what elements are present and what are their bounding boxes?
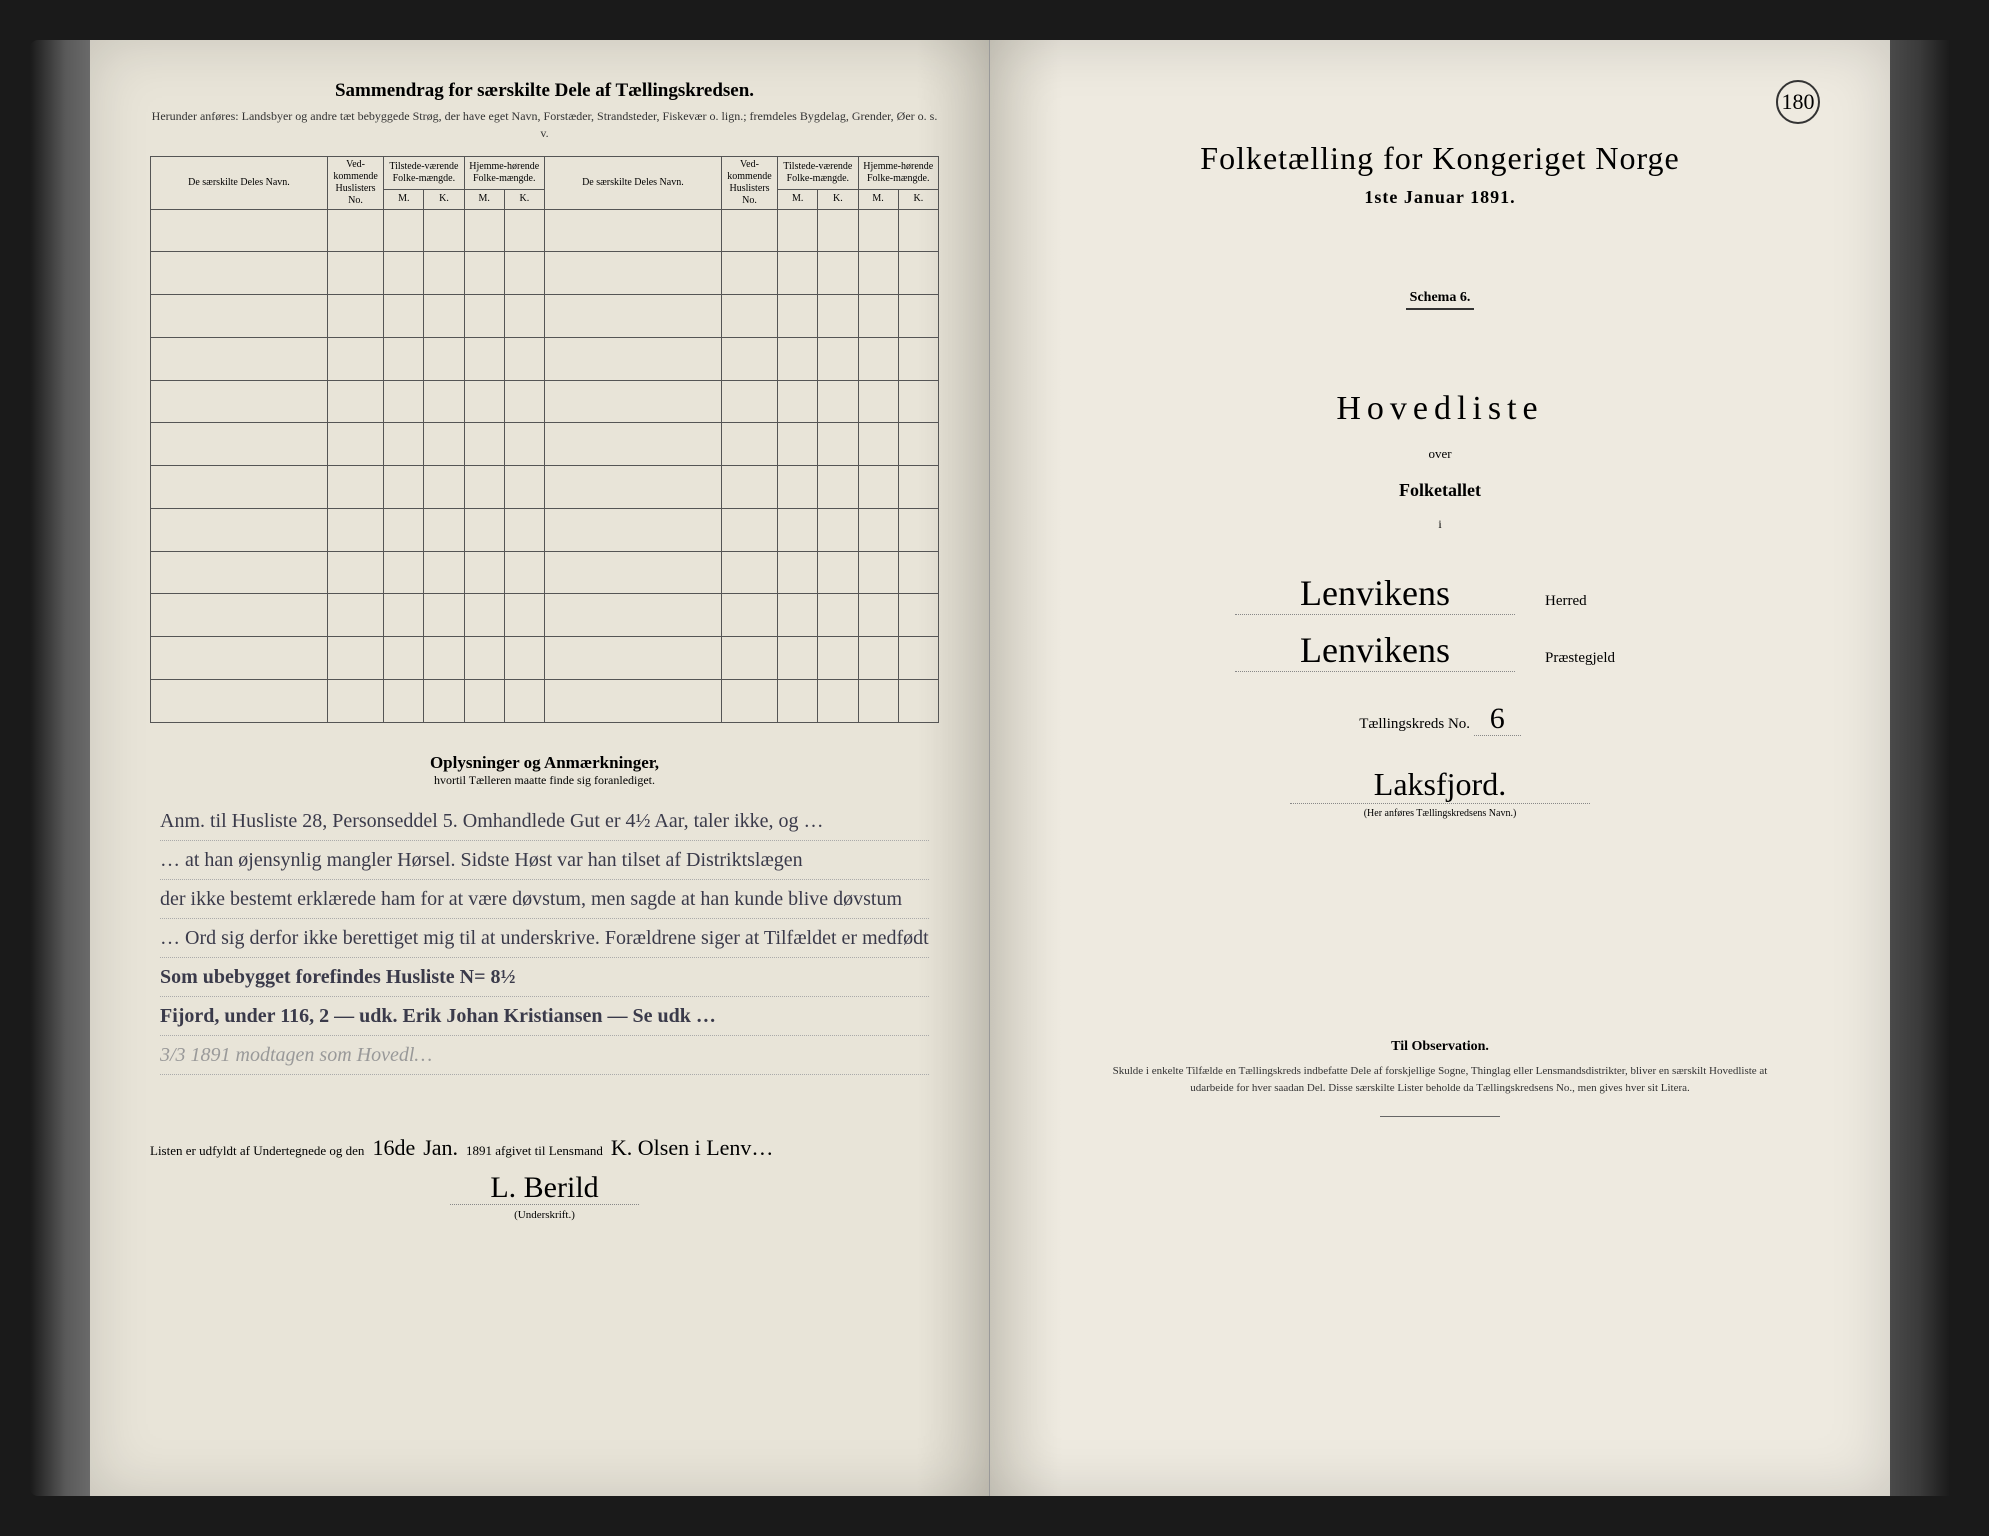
left-page-title: Sammendrag for særskilte Dele af Tælling… bbox=[150, 80, 939, 102]
table-row bbox=[151, 637, 939, 680]
kreds-name: Laksfjord. bbox=[1290, 766, 1590, 804]
observation-rule bbox=[1380, 1116, 1500, 1117]
handwritten-notes: Anm. til Husliste 28, Personseddel 5. Om… bbox=[150, 802, 939, 1075]
table-row bbox=[151, 380, 939, 423]
sig-month: Jan. bbox=[423, 1135, 458, 1161]
table-row bbox=[151, 551, 939, 594]
census-date: 1ste Januar 1891. bbox=[1060, 187, 1820, 208]
mk-k: K. bbox=[818, 190, 858, 210]
col-tilstede-2: Tilstede-værende Folke-mængde. bbox=[778, 156, 858, 189]
right-page: 180 Folketælling for Kongeriget Norge 1s… bbox=[990, 40, 1890, 1496]
schema-label: Schema 6. bbox=[1406, 290, 1475, 310]
handwritten-line: Fijord, under 116, 2 — udk. Erik Johan K… bbox=[160, 997, 929, 1036]
mk-k: K. bbox=[504, 190, 544, 210]
title-page-content: Folketælling for Kongeriget Norge 1ste J… bbox=[1060, 100, 1820, 1117]
handwritten-line: … at han øjensynlig mangler Hørsel. Sids… bbox=[160, 841, 929, 880]
sig-day: 16de bbox=[372, 1135, 415, 1161]
table-row bbox=[151, 209, 939, 252]
over-label: over bbox=[1060, 446, 1820, 462]
mk-m: M. bbox=[858, 190, 898, 210]
herred-value: Lenvikens bbox=[1235, 572, 1515, 615]
col-tilstede: Tilstede-værende Folke-mængde. bbox=[384, 156, 464, 189]
mk-m: M. bbox=[464, 190, 504, 210]
table-row bbox=[151, 295, 939, 338]
observation-text: Skulde i enkelte Tilfælde en Tællingskre… bbox=[1060, 1063, 1820, 1096]
praestegjeld-row: Lenvikens Præstegjeld bbox=[1060, 629, 1820, 672]
kreds-caption: (Her anføres Tællingskredsens Navn.) bbox=[1060, 808, 1820, 819]
hovedliste-title: Hovedliste bbox=[1060, 390, 1820, 428]
table-row bbox=[151, 594, 939, 637]
census-main-title: Folketælling for Kongeriget Norge bbox=[1060, 140, 1820, 177]
observation-title: Til Observation. bbox=[1060, 1039, 1820, 1055]
remarks-title: Oplysninger og Anmærkninger, bbox=[150, 753, 939, 773]
remarks-section: Oplysninger og Anmærkninger, hvortil Tæl… bbox=[150, 753, 939, 1075]
mk-k: K. bbox=[898, 190, 938, 210]
col-hjemme: Hjemme-hørende Folke-mængde. bbox=[464, 156, 544, 189]
handwritten-line: … Ord sig derfor ikke berettiget mig til… bbox=[160, 919, 929, 958]
praestegjeld-value: Lenvikens bbox=[1235, 629, 1515, 672]
remarks-subtitle: hvortil Tælleren maatte finde sig foranl… bbox=[150, 773, 939, 788]
mk-m: M. bbox=[384, 190, 424, 210]
spine-left bbox=[30, 40, 90, 1496]
kreds-number: 6 bbox=[1474, 702, 1521, 736]
left-page: Sammendrag for særskilte Dele af Tælling… bbox=[90, 40, 990, 1496]
table-row bbox=[151, 466, 939, 509]
observation-section: Til Observation. Skulde i enkelte Tilfæl… bbox=[1060, 1039, 1820, 1117]
signature-line: Listen er udfyldt af Undertegnede og den… bbox=[150, 1135, 939, 1161]
table-row bbox=[151, 679, 939, 722]
praestegjeld-label: Præstegjeld bbox=[1545, 650, 1645, 667]
table-row bbox=[151, 423, 939, 466]
col-huslisters: Ved-kommende Huslisters No. bbox=[327, 156, 383, 209]
handwritten-line: der ikke bestemt erklærede ham for at væ… bbox=[160, 880, 929, 919]
sig-year: 1891 afgivet til Lensmand bbox=[466, 1143, 603, 1159]
kreds-row: Tællingskreds No. 6 bbox=[1060, 702, 1820, 736]
col-name: De særskilte Deles Navn. bbox=[151, 156, 328, 209]
col-huslisters-2: Ved-kommende Huslisters No. bbox=[721, 156, 777, 209]
census-summary-table: De særskilte Deles Navn. Ved-kommende Hu… bbox=[150, 156, 939, 723]
i-label: i bbox=[1060, 517, 1820, 532]
left-page-subtitle: Herunder anføres: Landsbyer og andre tæt… bbox=[150, 108, 939, 142]
table-body bbox=[151, 209, 939, 722]
sig-lensmand: K. Olsen i Lenv… bbox=[611, 1135, 774, 1161]
table-row bbox=[151, 252, 939, 295]
mk-m: M. bbox=[778, 190, 818, 210]
handwritten-line: Anm. til Husliste 28, Personseddel 5. Om… bbox=[160, 802, 929, 841]
table-row bbox=[151, 337, 939, 380]
book-spread: Sammendrag for særskilte Dele af Tælling… bbox=[0, 0, 1989, 1536]
table-row bbox=[151, 508, 939, 551]
col-hjemme-2: Hjemme-hørende Folke-mængde. bbox=[858, 156, 939, 189]
page-number: 180 bbox=[1776, 80, 1820, 124]
signature-caption: (Underskrift.) bbox=[150, 1209, 939, 1221]
handwritten-line: Som ubebygget forefindes Husliste N= 8½ bbox=[160, 958, 929, 997]
kreds-label: Tællingskreds No. bbox=[1359, 716, 1470, 732]
herred-label: Herred bbox=[1545, 593, 1645, 610]
faded-note: 3/3 1891 modtagen som Hovedl… bbox=[160, 1036, 929, 1075]
signature-name: L. Berild bbox=[450, 1171, 638, 1205]
sig-prefix: Listen er udfyldt af Undertegnede og den bbox=[150, 1143, 364, 1159]
herred-row: Lenvikens Herred bbox=[1060, 572, 1820, 615]
col-name-2: De særskilte Deles Navn. bbox=[544, 156, 721, 209]
mk-k: K. bbox=[424, 190, 464, 210]
spine-right bbox=[1890, 40, 1950, 1496]
folketallet-label: Folketallet bbox=[1060, 480, 1820, 501]
